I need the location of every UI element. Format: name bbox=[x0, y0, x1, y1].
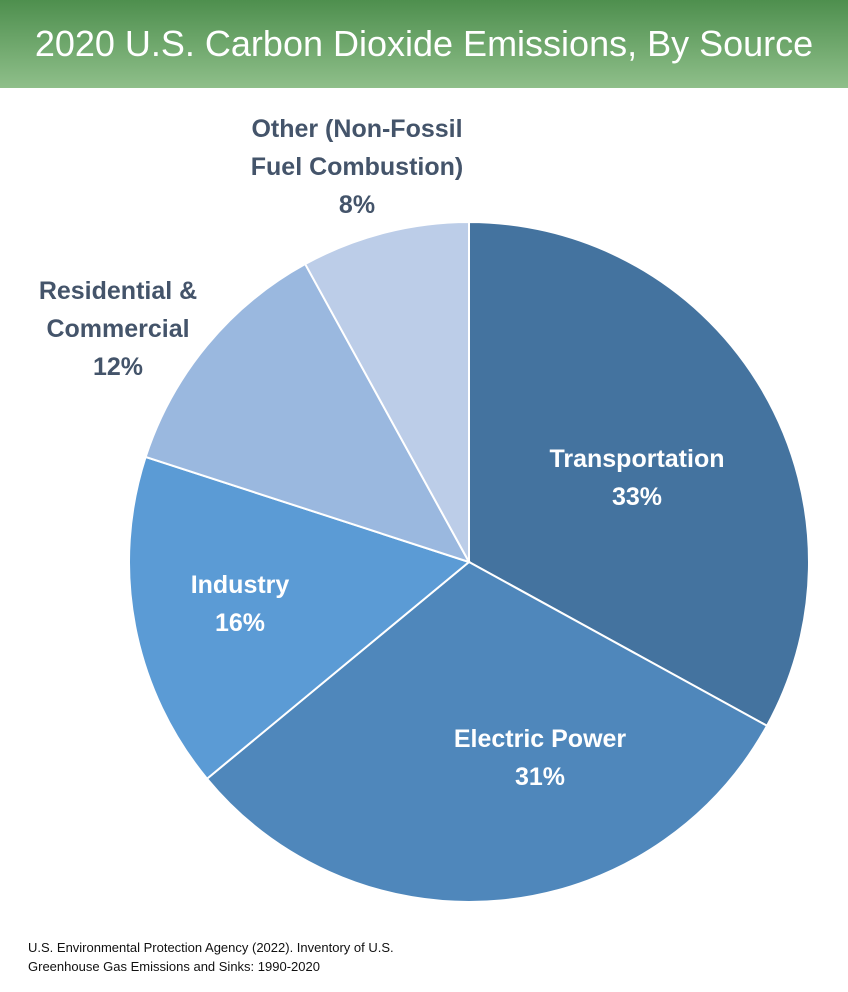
category-label: Electric Power bbox=[453, 725, 627, 753]
pie-slice bbox=[468, 220, 810, 728]
category-label: Industry bbox=[190, 571, 290, 599]
value-label: 31% bbox=[514, 763, 566, 791]
pie-slice bbox=[205, 560, 769, 903]
slice-label: Industry 16% bbox=[140, 566, 340, 642]
slice-label: Other (Non-Fossil Fuel Combustion) 8% bbox=[227, 110, 487, 224]
source-note: U.S. Environmental Protection Agency (20… bbox=[28, 940, 394, 974]
slice-label: Residential & Commercial 12% bbox=[18, 272, 218, 386]
category-label: Other (Non-Fossil Fuel Combustion) bbox=[250, 115, 464, 181]
value-label: 16% bbox=[214, 609, 266, 637]
category-label: Transportation bbox=[549, 445, 725, 473]
category-label: Residential & Commercial bbox=[38, 277, 198, 343]
pie-slice bbox=[144, 262, 472, 564]
pie-slice bbox=[303, 220, 470, 563]
slice-label: Electric Power 31% bbox=[390, 720, 690, 796]
slice-label: Transportation 33% bbox=[487, 440, 787, 516]
chart-title: 2020 U.S. Carbon Dioxide Emissions, By S… bbox=[0, 0, 848, 88]
value-label: 12% bbox=[92, 353, 144, 381]
value-label: 8% bbox=[338, 191, 376, 219]
value-label: 33% bbox=[611, 483, 663, 511]
pie-slice bbox=[128, 455, 472, 781]
